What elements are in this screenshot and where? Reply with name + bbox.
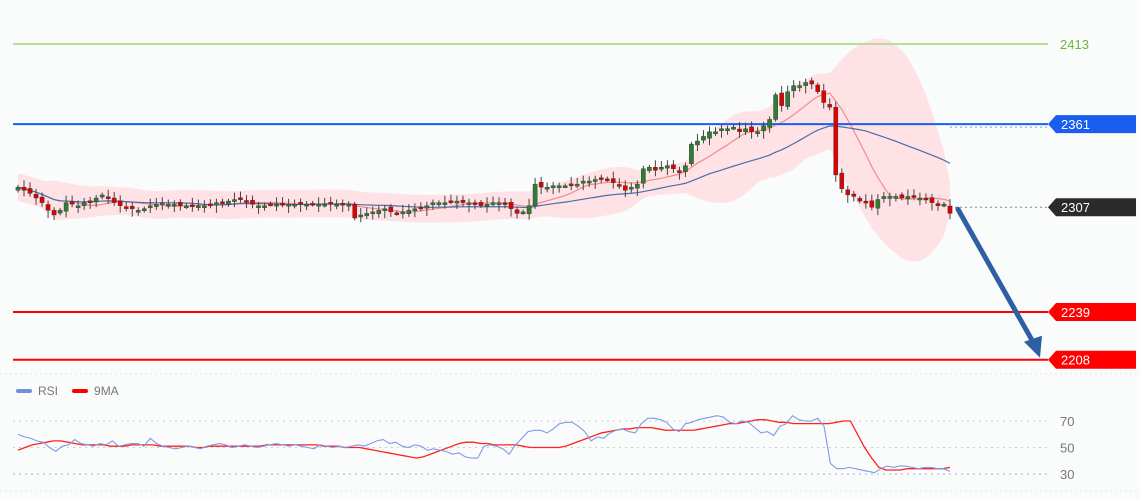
- price-tag-2239: 2239: [1048, 302, 1136, 321]
- candlesticks: [15, 77, 953, 223]
- rsi-line: [17, 414, 951, 474]
- svg-text:2361: 2361: [1061, 117, 1090, 132]
- envelope-fill: [18, 38, 950, 262]
- bollinger-envelope: [18, 38, 950, 262]
- svg-text:2208: 2208: [1061, 353, 1090, 368]
- price-tag-2307: 2307: [1048, 198, 1136, 217]
- rsi-axis-label-70: 70: [1060, 414, 1074, 429]
- rsi-swatch-icon: [16, 389, 32, 393]
- svg-text:2239: 2239: [1061, 305, 1090, 320]
- rsi-legend: RSI 9MA: [16, 384, 119, 398]
- rsi-axis-label-50: 50: [1060, 441, 1074, 456]
- price-tag-2208: 2208: [1048, 350, 1136, 369]
- price-tag-2361: 2361: [1048, 115, 1136, 134]
- rsi-panel: 70 50 30: [13, 414, 1074, 482]
- forecast-arrow: [955, 206, 1042, 358]
- price-levels: [13, 43, 1048, 361]
- level-label-2413: 2413: [1060, 37, 1089, 52]
- price-tags: 2413 2361 2307 2239 2208: [1048, 37, 1136, 369]
- ma9-line: [17, 419, 951, 471]
- legend-label-rsi: RSI: [38, 384, 59, 398]
- rsi-axis-label-30: 30: [1060, 467, 1074, 482]
- ma-swatch-icon: [72, 389, 89, 393]
- legend-label-9ma: 9MA: [94, 384, 119, 398]
- legend-item-9ma: 9MA: [72, 384, 119, 398]
- svg-text:2307: 2307: [1061, 200, 1090, 215]
- legend-item-rsi: RSI: [16, 384, 58, 398]
